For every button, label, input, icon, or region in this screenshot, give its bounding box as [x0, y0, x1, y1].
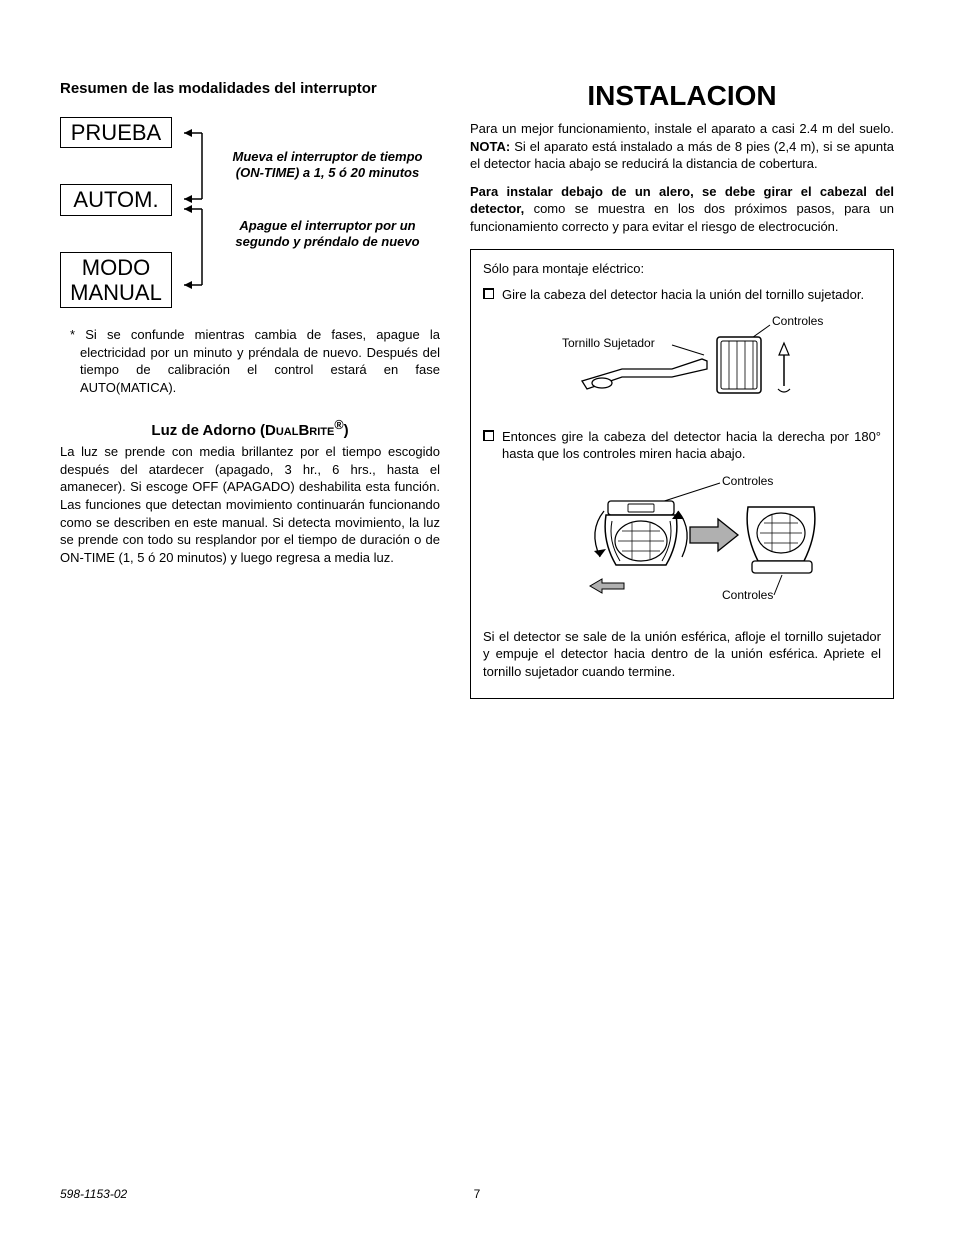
- install-step-1: Gire la cabeza del detector hacia la uni…: [483, 286, 881, 304]
- page-number: 7: [457, 1187, 497, 1201]
- mode-box-manual: MODO MANUAL: [60, 252, 172, 309]
- label-controles-1: Controles: [772, 314, 823, 328]
- mode-footnote: * Si se confunde mientras cambia de fase…: [70, 326, 440, 396]
- detector-right-icon: [747, 507, 815, 573]
- right-column: INSTALACION Para un mejor funcionamiento…: [470, 80, 894, 699]
- mode-box-autom: AUTOM.: [60, 184, 172, 215]
- install-p1-nota: NOTA:: [470, 139, 510, 154]
- left-heading: Resumen de las modalidades del interrupt…: [60, 80, 440, 97]
- install-step2-text: Entonces gire la cabeza del detector hac…: [502, 428, 881, 463]
- install-p1: Para un mejor funcionamiento, instale el…: [470, 120, 894, 173]
- install-box-tail: Si el detector se sale de la unión esfér…: [483, 628, 881, 681]
- install-step-2: Entonces gire la cabeza del detector hac…: [483, 428, 881, 463]
- mode-box-prueba: PRUEBA: [60, 117, 172, 148]
- dualbrite-suffix: ): [344, 422, 349, 439]
- page: Resumen de las modalidades del interrupt…: [0, 0, 954, 1235]
- small-arrow-icon: [590, 579, 624, 593]
- install-p2b: como se muestra en los dos próximos paso…: [470, 201, 894, 234]
- mode-side-texts: Mueva el interruptor de tiempo (ON-TIME)…: [215, 117, 440, 250]
- install-box: Sólo para montaje eléctrico: Gire la cab…: [470, 249, 894, 699]
- two-column-layout: Resumen de las modalidades del interrupt…: [60, 80, 894, 699]
- checkbox-icon: [483, 288, 494, 299]
- mode-arrows-icon: [172, 117, 220, 337]
- side-text-2: Apague el interruptor por un segundo y p…: [215, 218, 440, 251]
- install-p1a: Para un mejor funcionamiento, instale el…: [470, 121, 894, 136]
- label-controles-2a: Controles: [722, 474, 773, 488]
- left-column: Resumen de las modalidades del interrupt…: [60, 80, 440, 699]
- page-footer: 598-1153-02 7: [60, 1187, 894, 1201]
- install-box-lead: Sólo para montaje eléctrico:: [483, 260, 881, 278]
- checkbox-icon: [483, 430, 494, 441]
- mode-manual-line2: MANUAL: [70, 280, 162, 305]
- doc-number: 598-1153-02: [60, 1187, 457, 1201]
- side-text-1: Mueva el interruptor de tiempo (ON-TIME)…: [215, 149, 440, 182]
- registered-icon: ®: [334, 418, 343, 432]
- detector-rotate-up-icon: Controles Tornillo Sujetador: [532, 311, 832, 411]
- detector-rotate-180-icon: Controles: [532, 471, 832, 611]
- illustration-2: Controles: [483, 471, 881, 616]
- install-p2: Para instalar debajo de un alero, se deb…: [470, 183, 894, 236]
- install-step1-text: Gire la cabeza del detector hacia la uni…: [502, 286, 881, 304]
- dualbrite-body: La luz se prende con media brillantez po…: [60, 443, 440, 566]
- big-arrow-icon: [690, 519, 738, 551]
- label-tornillo: Tornillo Sujetador: [562, 336, 655, 350]
- instalacion-heading: INSTALACION: [470, 80, 894, 112]
- install-p1b: Si el aparato está instalado a más de 8 …: [470, 139, 894, 172]
- dualbrite-heading: Luz de Adorno (DualBrite®): [60, 418, 440, 439]
- dualbrite-brand: DualBrite: [265, 422, 334, 439]
- mode-diagram: PRUEBA AUTOM. MODO MANUAL: [60, 117, 440, 308]
- mode-boxes-stack: PRUEBA AUTOM. MODO MANUAL: [60, 117, 215, 308]
- dualbrite-prefix: Luz de Adorno (: [151, 422, 265, 439]
- mode-manual-line1: MODO: [82, 255, 150, 280]
- illustration-1: Controles Tornillo Sujetador: [483, 311, 881, 416]
- label-controles-2b: Controles: [722, 588, 773, 602]
- detector-left-icon: [605, 501, 677, 565]
